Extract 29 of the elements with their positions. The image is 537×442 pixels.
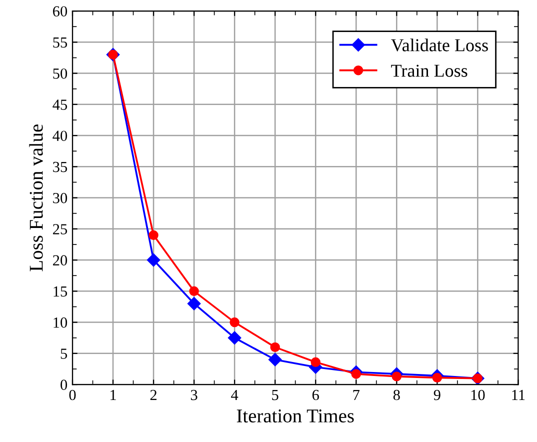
x-tick-label: 4 (231, 390, 238, 400)
x-tick-label: 9 (434, 390, 440, 400)
x-tick-label: 1 (110, 390, 116, 400)
y-tick-label: 10 (54, 317, 68, 328)
y-tick-label: 25 (53, 224, 68, 234)
x-tick-label: 2 (150, 390, 157, 400)
legend-label: Train Loss (391, 64, 468, 77)
y-tick-label: 45 (52, 100, 68, 110)
y-axis-title: Loss Fuction value (29, 124, 43, 272)
x-tick-label: 10 (471, 390, 485, 400)
x-tick-label: 8 (393, 390, 400, 400)
y-tick-label: 0 (60, 380, 68, 390)
x-tick-label: 5 (272, 390, 278, 400)
x-tick-label: 6 (312, 390, 319, 400)
y-tick-label: 50 (53, 68, 68, 79)
y-tick-label: 15 (54, 286, 68, 297)
y-tick-label: 5 (60, 348, 68, 359)
y-tick-label: 60 (53, 6, 68, 16)
y-tick-label: 40 (52, 130, 68, 141)
y-tick-label: 35 (53, 162, 68, 172)
x-tick-label: 11 (512, 390, 525, 400)
x-tick-label: 0 (69, 390, 76, 400)
y-tick-label: 55 (53, 37, 68, 48)
y-tick-label: 30 (53, 192, 68, 204)
x-axis-title: Iteration Times (236, 409, 354, 422)
y-tick-label: 20 (53, 255, 68, 266)
x-tick-label: 3 (190, 390, 198, 400)
x-tick-label: 7 (353, 390, 360, 400)
legend-label: Validate Loss (391, 38, 488, 52)
